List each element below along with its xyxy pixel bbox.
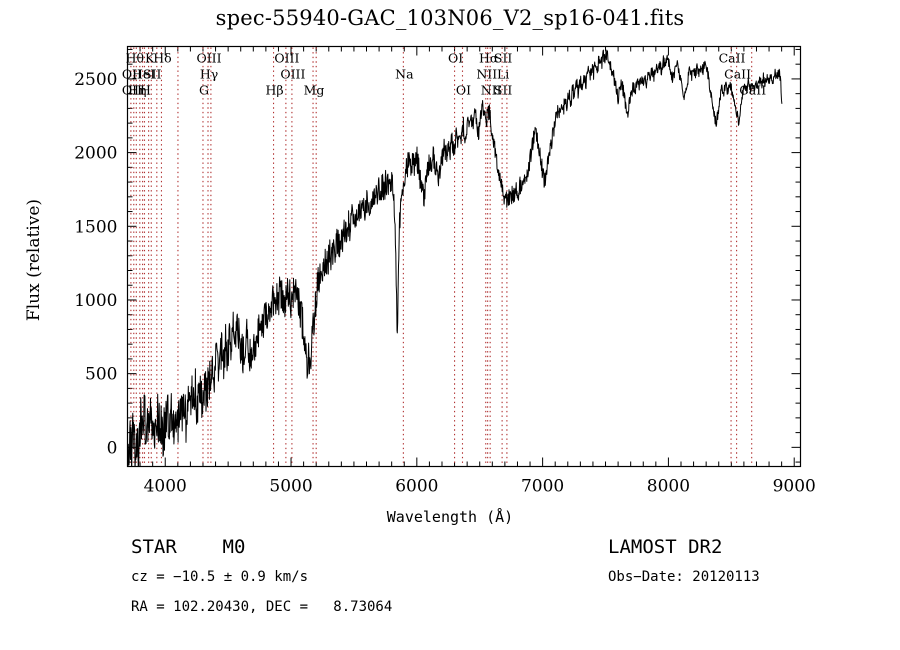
footer-left-block: STAR M0 cz = −10.5 ± 0.9 km/s RA = 102.2… <box>131 532 392 622</box>
spectral-line-label: Hα <box>479 51 499 66</box>
spectral-line-label: CaII <box>719 51 746 66</box>
y-tick-label: 2500 <box>74 70 117 90</box>
x-tick-label: 5000 <box>269 477 312 497</box>
spectral-line-label: Hη <box>128 83 146 98</box>
y-tick-label: 2000 <box>74 144 117 164</box>
y-tick-label: 0 <box>107 438 118 458</box>
spectral-line-label: OIII <box>274 51 299 66</box>
spectral-line-label: H <box>140 83 151 98</box>
x-tick-label: 8000 <box>647 477 690 497</box>
spectral-line-label: OII <box>122 67 142 82</box>
spectral-line-label: Hβ <box>265 83 283 98</box>
page-title: spec-55940-GAC_103N06_V2_sp16-041.fits <box>215 6 685 30</box>
spectral-line-label: Hδ <box>153 51 171 66</box>
spectral-line-label: Mg <box>304 83 325 98</box>
x-axis-label: Wavelength (Å) <box>386 508 514 526</box>
spectral-line-label: Hγ <box>200 67 218 82</box>
object-type: STAR M0 <box>131 536 246 558</box>
spectral-line-label: NII <box>481 83 502 98</box>
spectral-line-label: OI <box>448 51 463 66</box>
spectral-line-label: NII <box>476 67 497 82</box>
x-tick-label: 6000 <box>395 477 438 497</box>
spectral-line-label: Hθ <box>126 51 144 66</box>
spectral-line-label: CaII <box>724 67 751 82</box>
spectral-line-label: OI <box>456 83 471 98</box>
spectral-line-label: Li <box>497 67 509 82</box>
plot-frame <box>126 45 802 468</box>
x-tick-label: 4000 <box>144 477 187 497</box>
spectral-line-label: OIII <box>280 67 305 82</box>
metadata-footer: STAR M0 cz = −10.5 ± 0.9 km/s RA = 102.2… <box>0 532 900 642</box>
spectral-line-label: G <box>199 83 209 98</box>
spectral-line-label: OIII <box>196 51 221 66</box>
spectral-line-label: SII <box>143 67 162 82</box>
survey-name: LAMOST DR2 <box>608 536 723 558</box>
footer-right-block: LAMOST DR2 Obs−Date: 20120113 <box>608 532 760 592</box>
spectral-line-label: Na <box>395 67 414 82</box>
y-axis-label: Flux (relative) <box>24 198 44 322</box>
x-tick-label: 7000 <box>521 477 564 497</box>
spectrum-trace <box>127 49 783 467</box>
spectral-line-label: HeI <box>132 67 155 82</box>
spectral-line-label: OII <box>122 83 142 98</box>
spectral-line-label: SII <box>494 51 513 66</box>
x-tick-label: 9000 <box>773 477 816 497</box>
obs-date: Obs−Date: 20120113 <box>608 569 760 585</box>
radial-velocity: cz = −10.5 ± 0.9 km/s <box>131 569 309 585</box>
y-tick-label: 500 <box>85 365 117 385</box>
y-tick-label: 1000 <box>74 291 117 311</box>
y-tick-label: 1500 <box>74 217 117 237</box>
spectral-line-label: K <box>145 51 155 66</box>
coordinates: RA = 102.20430, DEC = 8.73064 <box>131 599 393 615</box>
spectral-line-label: SII <box>494 83 513 98</box>
